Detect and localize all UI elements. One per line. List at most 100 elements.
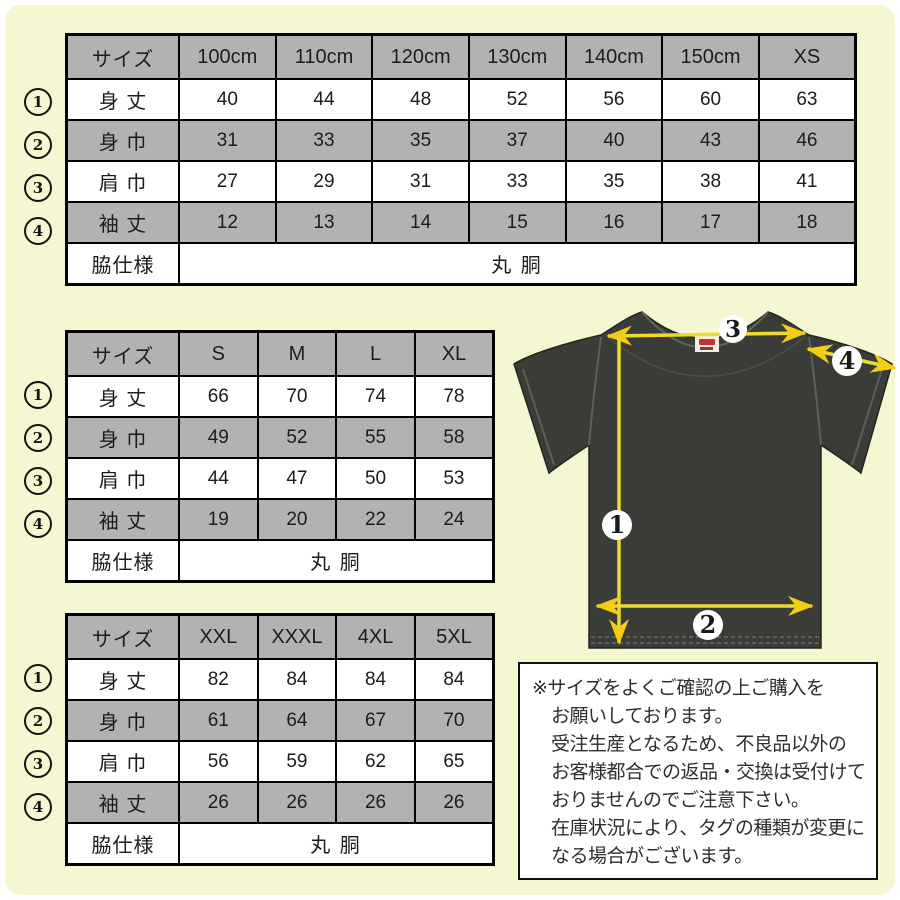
size-column-header: 150cm (661, 33, 760, 80)
note-line-5: おりませんのでご注意下さい。 (551, 790, 810, 811)
measure-cell: 52 (467, 78, 567, 121)
measure-cell: 58 (413, 416, 495, 459)
row-label: 身 巾 (65, 119, 180, 162)
adult-size-table: サイズ S M L XL 身 丈 66 70 74 78 身 巾 49 52 55 58 肩 巾 44 47 50 5… (65, 330, 495, 583)
measure-row-1: 身 丈 66 70 74 78 (65, 375, 495, 418)
footer-row: 脇仕様丸 胴 (65, 539, 495, 583)
row-marker-slot: 4 (24, 785, 52, 828)
size-column-header: 140cm (564, 33, 664, 80)
measure-cell: 53 (413, 457, 495, 500)
kids-size-table-block: 1 2 3 4 サイズ 100cm 110cm 120cm 130cm 140cm 150cm XS 身… (24, 33, 857, 286)
measure-cell: 65 (413, 740, 495, 783)
row-marker-3: 3 (24, 173, 52, 202)
row-marker-slot: 1 (24, 656, 52, 699)
measure-cell: 43 (661, 119, 760, 162)
marker-digit-3: 3 (725, 316, 741, 343)
measure-row-3: 肩 巾 44 47 50 53 (65, 457, 495, 500)
measure-cell: 63 (757, 78, 857, 121)
measure-cell: 44 (178, 457, 259, 500)
measure-cell: 84 (413, 658, 495, 701)
size-column-header: XXXL (256, 613, 338, 660)
measure-cell: 40 (178, 78, 277, 121)
row-marker-slot: 2 (24, 699, 52, 742)
row-marker-slot: 1 (24, 373, 52, 416)
row-label: 肩 巾 (65, 740, 180, 783)
row-label: 身 丈 (65, 78, 180, 121)
measure-cell: 74 (335, 375, 416, 418)
marker-digit-1: 1 (609, 510, 626, 539)
measure-cell: 12 (178, 201, 277, 244)
row-marker-2: 2 (24, 130, 52, 159)
size-column-header: L (335, 330, 416, 377)
measure-cell: 15 (467, 201, 567, 244)
measure-cell: 26 (256, 781, 338, 824)
measure-cell: 78 (413, 375, 495, 418)
measure-cell: 31 (178, 119, 277, 162)
row-marker-4: 4 (24, 509, 52, 538)
size-column-header: XS (757, 33, 857, 80)
footer-value: 丸 胴 (178, 242, 857, 286)
size-column-header: 100cm (178, 33, 277, 80)
measure-cell: 52 (256, 416, 338, 459)
measure-cell: 20 (256, 498, 338, 541)
size-column-header: 120cm (371, 33, 470, 80)
measure-cell: 56 (564, 78, 664, 121)
row-marker-slot: 2 (24, 416, 52, 459)
row-marker-slot: 1 (24, 80, 52, 123)
footer-label: 脇仕様 (65, 822, 180, 866)
measure-cell: 13 (274, 201, 374, 244)
measure-cell: 38 (661, 160, 760, 203)
row-label: 身 丈 (65, 375, 180, 418)
size-column-header: 5XL (413, 613, 495, 660)
marker-digit-2: 2 (700, 610, 717, 639)
brand-tag-icon (695, 335, 719, 352)
size-column-header: M (256, 330, 338, 377)
note-line-7: なる場合がございます。 (551, 846, 753, 867)
measure-cell: 66 (178, 375, 259, 418)
armhole-stitch-left (588, 336, 602, 446)
measure-cell: 84 (335, 658, 416, 701)
measure-cell: 46 (757, 119, 857, 162)
measure-cell: 47 (256, 457, 338, 500)
measure-row-4: 袖 丈 12 13 14 15 16 17 18 (65, 201, 857, 244)
measure-cell: 27 (178, 160, 277, 203)
adult-row-markers: 1 2 3 4 (24, 330, 52, 545)
row-marker-3: 3 (24, 466, 52, 495)
measure-cell: 35 (371, 119, 470, 162)
footer-row: 脇仕様丸 胴 (65, 822, 495, 866)
measure-cell: 48 (371, 78, 470, 121)
measure-cell: 22 (335, 498, 416, 541)
measure-cell: 70 (413, 699, 495, 742)
measure-cell: 24 (413, 498, 495, 541)
footer-label: 脇仕様 (65, 242, 180, 286)
back-collar-stitch (608, 336, 806, 377)
measure-row-1: 身 丈 82 84 84 84 (65, 658, 495, 701)
note-line-6: 在庫状況により、タグの種類が変更に (551, 818, 865, 839)
measure-cell: 64 (256, 699, 338, 742)
size-column-header: 4XL (335, 613, 416, 660)
row-marker-4: 4 (24, 216, 52, 245)
size-label-header: サイズ (65, 613, 180, 660)
measure-cell: 40 (564, 119, 664, 162)
row-marker-4: 4 (24, 792, 52, 821)
measure-cell: 19 (178, 498, 259, 541)
measure-cell: 33 (274, 119, 374, 162)
footer-value: 丸 胴 (178, 822, 495, 866)
footer-row: 脇仕様丸 胴 (65, 242, 857, 286)
row-label: 身 巾 (65, 699, 180, 742)
measure-cell: 18 (757, 201, 857, 244)
measure-cell: 56 (178, 740, 259, 783)
big-row-markers: 1 2 3 4 (24, 613, 52, 828)
measure-row-1: 身 丈 40 44 48 52 56 60 63 (65, 78, 857, 121)
header-row: サイズ 100cm 110cm 120cm 130cm 140cm 150cm XS (65, 33, 857, 80)
row-label: 袖 丈 (65, 201, 180, 244)
measure-cell: 14 (371, 201, 470, 244)
big-size-table-block: 1 2 3 4 サイズ XXL XXXL 4XL 5XL 身 丈 82 84 84 84 身 巾 61 64 67… (24, 613, 495, 866)
row-label: 身 丈 (65, 658, 180, 701)
row-label: 身 巾 (65, 416, 180, 459)
measure-cell: 31 (371, 160, 470, 203)
measure-cell: 60 (661, 78, 760, 121)
measure-cell: 16 (564, 201, 664, 244)
row-marker-slot: 3 (24, 459, 52, 502)
measure-cell: 41 (757, 160, 857, 203)
